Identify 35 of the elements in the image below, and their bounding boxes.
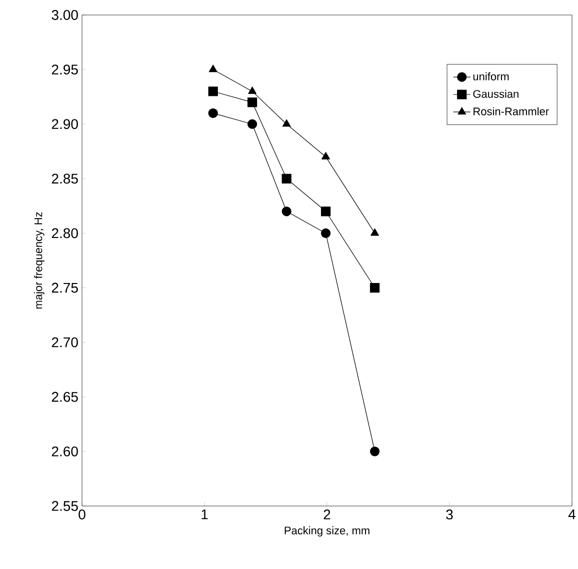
point <box>208 86 218 96</box>
x-tick-label: 0 <box>78 510 86 520</box>
point <box>282 174 292 184</box>
x-tick-label: 1 <box>202 510 208 520</box>
point <box>282 206 292 216</box>
legend-label: uniform <box>473 72 509 80</box>
y-tick-label: 2.90 <box>52 119 78 130</box>
legend-label: Gaussian <box>473 90 518 98</box>
point <box>370 446 380 456</box>
point <box>370 228 379 236</box>
y-tick-label: 2.70 <box>52 337 78 348</box>
y-tick-label: 2.55 <box>52 501 78 511</box>
y-tick-label: 2.75 <box>52 282 78 293</box>
y-tick-label: 2.60 <box>52 446 78 456</box>
y-tick-label: 2.95 <box>52 64 78 75</box>
point <box>248 86 256 94</box>
point <box>247 97 258 108</box>
point <box>370 282 380 293</box>
point <box>247 119 258 129</box>
y-tick-label: 2.80 <box>52 228 78 238</box>
legend-label: Rosin-Rammler <box>474 107 549 116</box>
x-axis-title: Packing size, mm <box>284 526 370 537</box>
y-tick-label: 3.00 <box>52 10 78 20</box>
x-tick-label: 2 <box>324 510 330 520</box>
y-tick-label: 2.85 <box>52 174 78 184</box>
y-tick-label: 2.65 <box>52 392 78 402</box>
x-tick-label: 4 <box>568 510 576 520</box>
point <box>322 152 330 160</box>
y-axis-title: major frequency, Hz <box>34 212 44 309</box>
point <box>282 119 291 127</box>
point <box>208 108 218 118</box>
point <box>320 206 331 216</box>
x-tick-label: 3 <box>446 510 453 520</box>
point <box>320 228 331 238</box>
point <box>208 64 218 72</box>
